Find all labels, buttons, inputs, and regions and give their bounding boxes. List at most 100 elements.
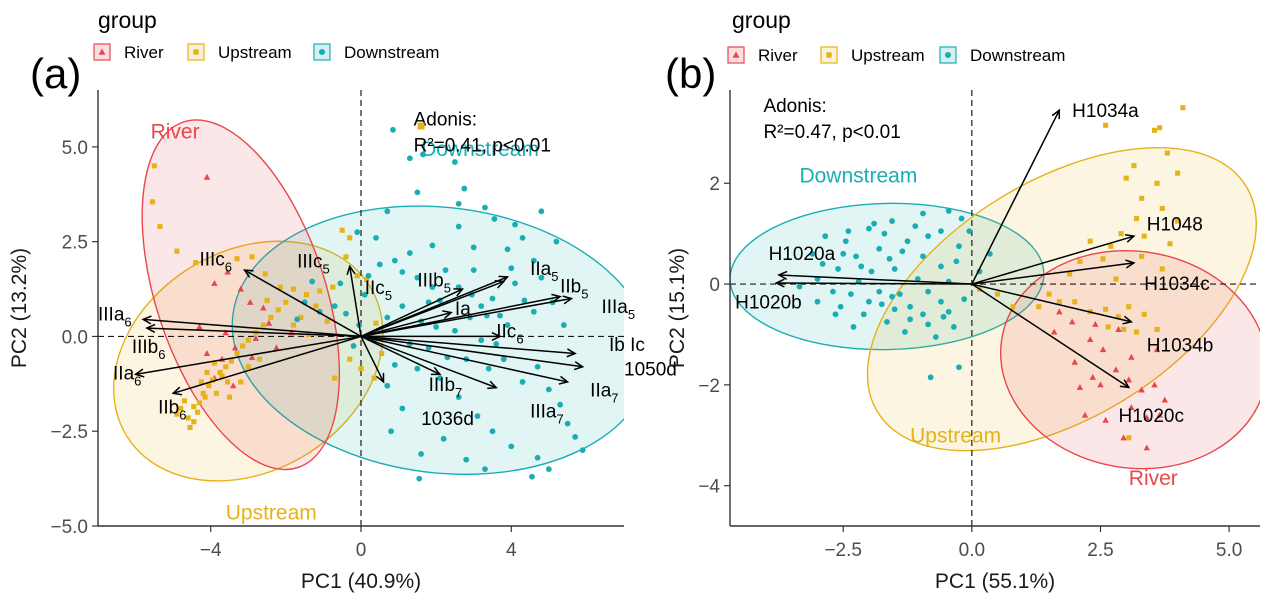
data-point-river [1151, 381, 1158, 388]
data-point-upstream [1010, 304, 1016, 310]
y-tick-label: −2 [698, 376, 720, 397]
data-point-downstream [868, 268, 875, 275]
chart-panel-b: (b) group River Upstream Downstream H1034a H10… [665, 7, 1260, 593]
data-point-upstream [354, 273, 360, 279]
data-point-downstream [966, 228, 973, 235]
data-point-downstream [420, 151, 426, 158]
data-point-upstream [260, 322, 266, 328]
legend-label-river: River [758, 46, 798, 65]
loading-label: H1034c [1144, 274, 1210, 295]
data-point-upstream [1133, 215, 1140, 222]
data-point-downstream [414, 274, 421, 281]
data-point-downstream [519, 379, 526, 385]
data-point-downstream [896, 291, 903, 298]
data-point-downstream [343, 310, 349, 317]
loading-arrowhead [1122, 315, 1134, 325]
x-tick-label: 0.0 [959, 540, 985, 561]
data-point-river [1089, 373, 1096, 380]
data-point-upstream [200, 390, 206, 396]
loading-arrowhead [442, 310, 453, 319]
data-point-downstream [958, 215, 965, 222]
data-point-upstream [191, 404, 197, 410]
data-point-river [260, 304, 267, 311]
data-point-upstream [995, 291, 1001, 297]
data-point-downstream [845, 228, 852, 235]
data-point-upstream [1072, 299, 1078, 305]
data-point-downstream [538, 208, 545, 215]
data-point-downstream [455, 200, 462, 207]
data-point-downstream [491, 216, 498, 222]
data-point-upstream [213, 390, 219, 396]
data-point-downstream [920, 210, 926, 217]
adonis-result: R²=0.47, p<0.01 [763, 122, 900, 143]
loading-label: Ia [455, 299, 471, 320]
data-point-river [1125, 376, 1133, 383]
data-point-upstream [1175, 170, 1181, 176]
loading-arrow [360, 336, 385, 383]
data-point-downstream [337, 280, 344, 287]
data-point-river [1081, 411, 1089, 418]
loading-arrowhead [145, 323, 156, 333]
x-tick-label: 5.0 [1216, 540, 1242, 561]
loading-arrowhead [375, 372, 385, 384]
data-point-upstream [210, 377, 216, 383]
data-point-downstream [414, 189, 421, 196]
data-point-upstream [157, 223, 163, 230]
data-point-downstream [504, 322, 511, 328]
data-point-river [224, 268, 231, 275]
loading-arrow [778, 274, 972, 285]
data-point-downstream [455, 223, 462, 230]
group-label-upstream: Upstream [910, 424, 1001, 447]
data-point-downstream [891, 306, 898, 313]
data-point-river [1138, 386, 1145, 393]
data-point-upstream [1046, 291, 1052, 297]
data-point-downstream [508, 443, 515, 450]
data-point-upstream [191, 419, 197, 425]
data-point-upstream [174, 411, 180, 417]
group-label-river: River [1129, 467, 1178, 490]
loading-label: H1048 [1147, 215, 1203, 236]
data-point-downstream [889, 293, 895, 300]
data-point-downstream [914, 276, 921, 282]
data-point-downstream [912, 223, 919, 229]
data-point-upstream [1164, 150, 1170, 156]
loading-arrow [360, 276, 508, 338]
data-point-downstream [809, 250, 816, 257]
data-point-upstream [268, 314, 274, 321]
loading-arrowhead [430, 366, 442, 376]
data-point-upstream [257, 356, 263, 362]
legend-marker-river [732, 51, 740, 58]
loading-arrowhead [243, 269, 254, 278]
data-point-downstream [938, 263, 944, 270]
data-point-downstream [553, 238, 560, 245]
loading-label: H1034b [1147, 336, 1214, 357]
data-point-river [1143, 414, 1151, 421]
data-point-river [1068, 318, 1076, 325]
data-point-upstream [332, 375, 338, 381]
data-point-downstream [399, 405, 406, 412]
data-point-downstream [956, 364, 962, 371]
data-point-downstream [493, 341, 500, 347]
annotation-marker [417, 122, 425, 130]
y-tick-label: 5.0 [62, 138, 88, 159]
data-point-upstream [343, 254, 349, 260]
legend-label-upstream: Upstream [851, 46, 925, 65]
data-point-downstream [876, 288, 883, 295]
data-point-downstream [871, 220, 877, 227]
data-point-river [237, 285, 245, 292]
data-point-upstream [1108, 243, 1114, 249]
data-point-downstream [830, 288, 836, 295]
data-point-downstream [534, 363, 541, 370]
data-point-upstream [1103, 306, 1109, 312]
data-point-downstream [530, 257, 537, 264]
data-point-upstream [245, 337, 251, 343]
y-tick-label: −2.5 [50, 422, 88, 443]
loading-label: IIa6 [113, 363, 141, 388]
loading-label: IIIa7 [530, 401, 564, 426]
data-point-upstream [187, 424, 193, 430]
data-point-upstream [1133, 329, 1140, 335]
loading-arrow [360, 297, 572, 338]
loading-arrow [360, 288, 463, 338]
data-point-downstream [881, 230, 888, 237]
data-point-river [1050, 328, 1058, 335]
